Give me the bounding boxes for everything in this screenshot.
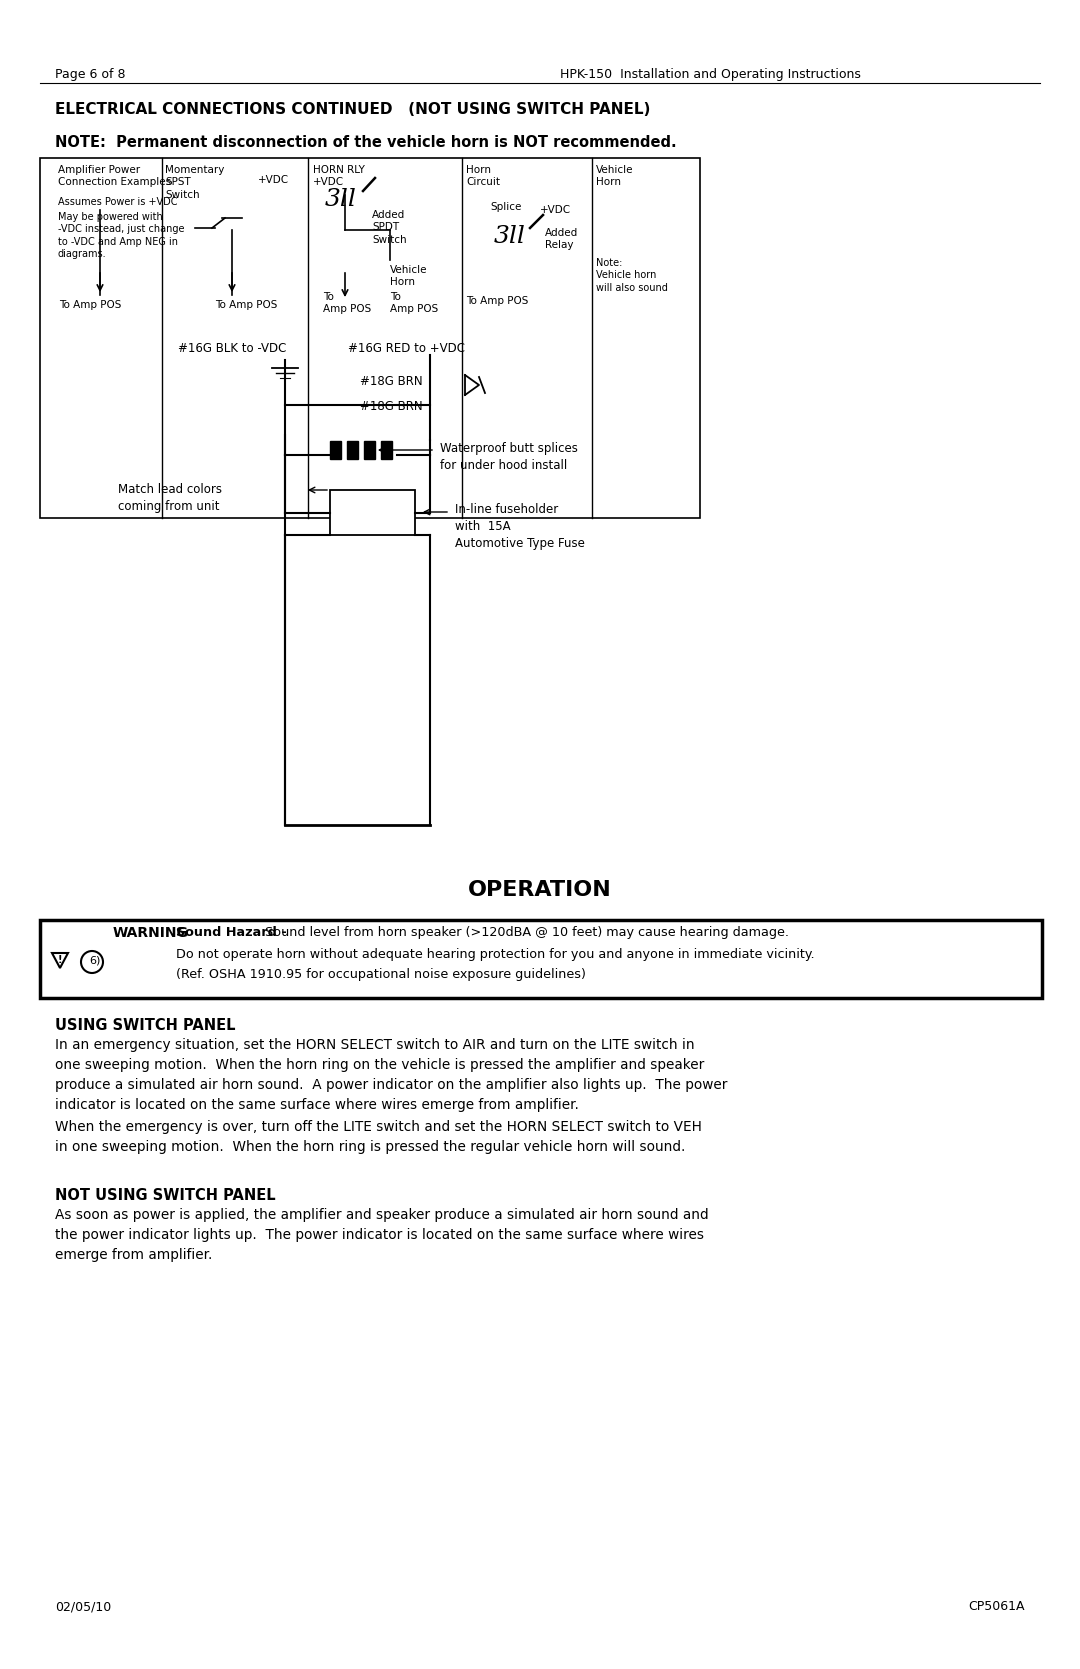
Text: 6): 6)	[89, 955, 100, 965]
Bar	[330, 491, 415, 536]
Text: As soon as power is applied, the amplifier and speaker produce a simulated air h: As soon as power is applied, the amplifi…	[55, 1208, 708, 1262]
Text: In an emergency situation, set the HORN SELECT switch to AIR and turn on the LIT: In an emergency situation, set the HORN …	[55, 1038, 727, 1112]
Text: Added
Relay: Added Relay	[545, 229, 578, 250]
Bar	[330, 441, 341, 459]
Text: Horn
Circuit: Horn Circuit	[465, 165, 500, 187]
Text: When the emergency is over, turn off the LITE switch and set the HORN SELECT swi: When the emergency is over, turn off the…	[55, 1120, 702, 1153]
Text: #18G BRN: #18G BRN	[360, 376, 422, 387]
Text: Do not operate horn without adequate hearing protection for you and anyone in im: Do not operate horn without adequate hea…	[176, 948, 814, 961]
Text: NOTE:  Permanent disconnection of the vehicle horn is NOT recommended.: NOTE: Permanent disconnection of the veh…	[55, 135, 677, 150]
Bar	[347, 441, 357, 459]
Bar	[40, 159, 700, 517]
Bar	[40, 920, 1042, 998]
Text: To Amp POS: To Amp POS	[58, 300, 121, 310]
Text: #16G RED to +VDC: #16G RED to +VDC	[348, 342, 465, 355]
Text: !: !	[57, 955, 63, 965]
Text: +VDC: +VDC	[258, 175, 289, 185]
Text: USING SWITCH PANEL: USING SWITCH PANEL	[55, 1018, 235, 1033]
Text: To Amp POS: To Amp POS	[465, 295, 528, 305]
Text: Match lead colors
coming from unit: Match lead colors coming from unit	[118, 482, 222, 512]
Text: Momentary
SPST
Switch: Momentary SPST Switch	[165, 165, 225, 200]
Text: OPERATION: OPERATION	[468, 880, 612, 900]
Text: #18G BRN: #18G BRN	[360, 401, 422, 412]
Text: 02/05/10: 02/05/10	[55, 1601, 111, 1612]
Text: HORN RLY
+VDC: HORN RLY +VDC	[313, 165, 365, 187]
Text: #16G BLK to -VDC: #16G BLK to -VDC	[178, 342, 286, 355]
Text: Waterproof butt splices
for under hood install: Waterproof butt splices for under hood i…	[440, 442, 578, 472]
Bar	[381, 441, 392, 459]
Text: Vehicle
Horn: Vehicle Horn	[390, 265, 428, 287]
Text: HPK-150  Installation and Operating Instructions: HPK-150 Installation and Operating Instr…	[561, 68, 861, 82]
Text: To Amp POS: To Amp POS	[215, 300, 278, 310]
Text: Assumes Power is +VDC: Assumes Power is +VDC	[58, 197, 177, 207]
Text: To
Amp POS: To Amp POS	[323, 292, 372, 314]
Text: NOT USING SWITCH PANEL: NOT USING SWITCH PANEL	[55, 1188, 275, 1203]
Text: Note:
Vehicle horn
will also sound: Note: Vehicle horn will also sound	[596, 259, 667, 292]
Text: Splice: Splice	[490, 202, 522, 212]
Text: Vehicle
Horn: Vehicle Horn	[596, 165, 634, 187]
Text: 3ll: 3ll	[325, 189, 356, 210]
Text: (Ref. OSHA 1910.95 for occupational noise exposure guidelines): (Ref. OSHA 1910.95 for occupational nois…	[176, 968, 585, 981]
Text: WARNING: WARNING	[113, 926, 189, 940]
Text: Sound Hazard -: Sound Hazard -	[176, 926, 292, 940]
Text: +VDC: +VDC	[540, 205, 571, 215]
Text: 3ll: 3ll	[494, 225, 526, 249]
Text: Amplifier Power
Connection Examples: Amplifier Power Connection Examples	[58, 165, 171, 187]
Text: CP5061A: CP5061A	[969, 1601, 1025, 1612]
Text: May be powered with
-VDC instead, just change
to -VDC and Amp NEG in
diagrams.: May be powered with -VDC instead, just c…	[58, 212, 185, 259]
Text: Sound level from horn speaker (>120dBA @ 10 feet) may cause hearing damage.: Sound level from horn speaker (>120dBA @…	[265, 926, 789, 940]
Text: ELECTRICAL CONNECTIONS CONTINUED   (NOT USING SWITCH PANEL): ELECTRICAL CONNECTIONS CONTINUED (NOT US…	[55, 102, 650, 117]
Text: Added
SPDT
Switch: Added SPDT Switch	[372, 210, 407, 245]
Bar	[364, 441, 375, 459]
Text: In-line fuseholder
with  15A
Automotive Type Fuse: In-line fuseholder with 15A Automotive T…	[455, 502, 585, 551]
Text: Page 6 of 8: Page 6 of 8	[55, 68, 125, 82]
Text: To
Amp POS: To Amp POS	[390, 292, 438, 314]
